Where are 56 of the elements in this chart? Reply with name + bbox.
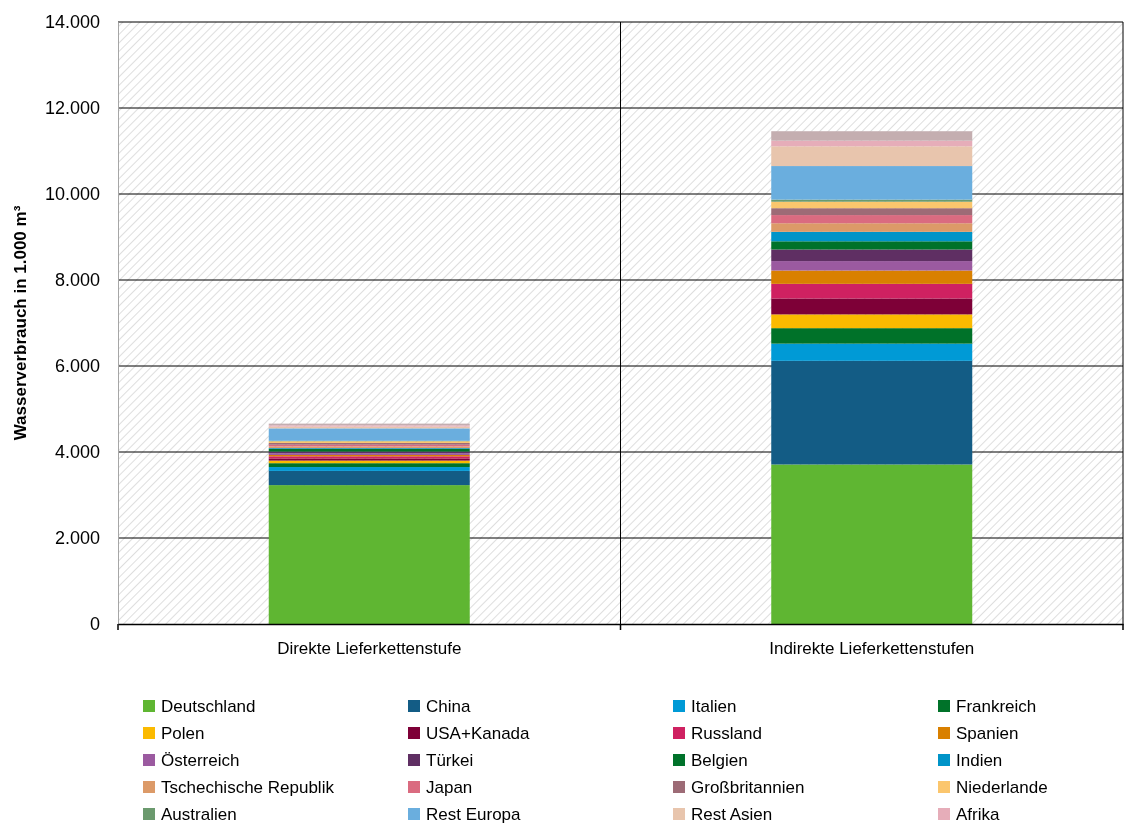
legend-label: Niederlande	[956, 777, 1048, 797]
legend-label: Rest Europa	[426, 804, 522, 824]
legend-label: Russland	[691, 723, 762, 743]
bar	[771, 360, 973, 465]
bar	[771, 215, 973, 224]
x-tick-label: Direkte Lieferkettenstufe	[277, 639, 462, 659]
bar	[771, 298, 973, 315]
bar	[771, 223, 973, 232]
legend-label: Großbritannien	[691, 777, 805, 797]
bar	[268, 470, 470, 486]
legend-label: Rest Asien	[691, 804, 773, 824]
legend-label: Polen	[161, 723, 205, 743]
y-tick-label: 2.000	[54, 528, 100, 549]
y-tick-label: 10.000	[44, 184, 100, 205]
legend-label: Tschechische Republik	[161, 777, 335, 797]
y-tick-label: 6.000	[54, 356, 100, 377]
y-tick-label: 8.000	[54, 270, 100, 291]
y-tick-label: 4.000	[54, 442, 100, 463]
bar	[771, 261, 973, 271]
bar	[771, 199, 973, 202]
bar	[771, 343, 973, 361]
legend-label: Afrika	[956, 804, 1000, 824]
bar	[771, 208, 973, 216]
y-tick-label: 14.000	[44, 12, 100, 33]
legend-label: Italien	[691, 696, 737, 716]
bar	[771, 328, 973, 344]
bar	[771, 241, 973, 250]
legend-label: USA+Kanada	[426, 723, 531, 743]
bar	[771, 464, 973, 624]
x-tick-label: Indirekte Lieferkettenstufen	[769, 639, 975, 659]
y-axis-title: Wasserverbrauch in 1.000 m³	[11, 205, 30, 441]
bar	[268, 428, 470, 441]
bar	[771, 314, 973, 329]
bar	[771, 131, 973, 141]
legend-label: Türkei	[426, 750, 474, 770]
bar	[268, 467, 470, 471]
legend-label: Australien	[161, 804, 237, 824]
legend-label: Indien	[956, 750, 1003, 770]
legend-label: Österreich	[161, 750, 240, 770]
y-tick-label: 0	[89, 614, 100, 635]
legend-label: China	[426, 696, 471, 716]
bar	[771, 201, 973, 209]
bar	[771, 270, 973, 284]
bar	[771, 231, 973, 242]
legend-label: Spanien	[956, 723, 1019, 743]
y-tick-label: 12.000	[44, 98, 100, 119]
legend-label: Japan	[426, 777, 473, 797]
bar	[771, 146, 973, 167]
bar	[771, 166, 973, 200]
legend-label: Frankreich	[956, 696, 1037, 716]
bar	[268, 485, 470, 624]
legend-label: Deutschland	[161, 696, 256, 716]
bar	[771, 283, 973, 299]
legend-label: Belgien	[691, 750, 748, 770]
bar	[268, 463, 470, 468]
bar	[771, 249, 973, 262]
